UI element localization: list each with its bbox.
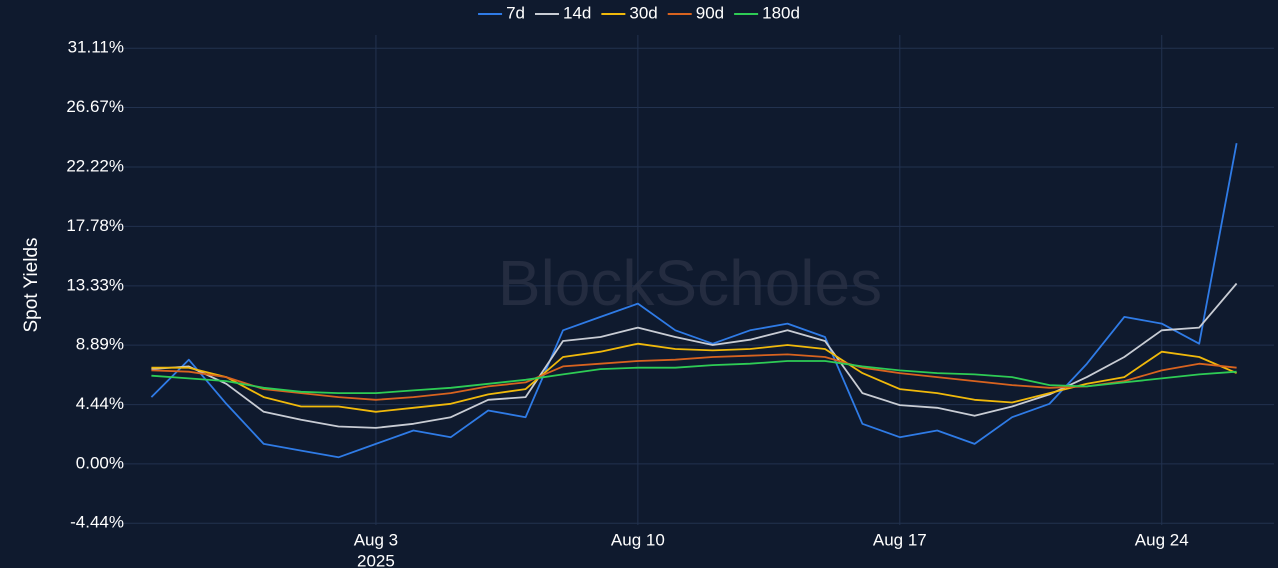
y-tick-label: 4.44%	[76, 394, 124, 413]
x-tick-year: 2025	[357, 551, 395, 568]
x-tick-label: Aug 17	[873, 530, 927, 549]
y-tick-label: 17.78%	[66, 216, 124, 235]
series-line	[151, 360, 1237, 394]
y-tick-label: -4.44%	[70, 513, 124, 532]
legend-label: 90d	[696, 3, 724, 22]
watermark: BlockScholes	[498, 247, 882, 319]
legend-label: 180d	[762, 3, 800, 22]
legend: 7d 14d 30d 90d 180d	[478, 3, 800, 22]
x-tick-label: Aug 24	[1135, 530, 1189, 549]
y-axis-title: Spot Yields	[21, 237, 42, 332]
y-tick-label: 22.22%	[66, 157, 124, 176]
y-tick-label: 13.33%	[66, 275, 124, 294]
series-line	[151, 353, 1237, 401]
legend-label: 14d	[563, 3, 591, 22]
y-tick-label: 26.67%	[66, 97, 124, 116]
y-tick-label: 31.11%	[68, 38, 124, 57]
x-tick-label: Aug 3	[354, 530, 398, 549]
y-tick-label: 8.89%	[76, 335, 124, 354]
y-tick-label: 0.00%	[76, 453, 124, 472]
legend-label: 30d	[629, 3, 657, 22]
series-line	[151, 342, 1237, 413]
series-line	[150, 143, 1238, 459]
x-tick-label: Aug 10	[611, 530, 665, 549]
legend-label: 7d	[506, 3, 525, 22]
